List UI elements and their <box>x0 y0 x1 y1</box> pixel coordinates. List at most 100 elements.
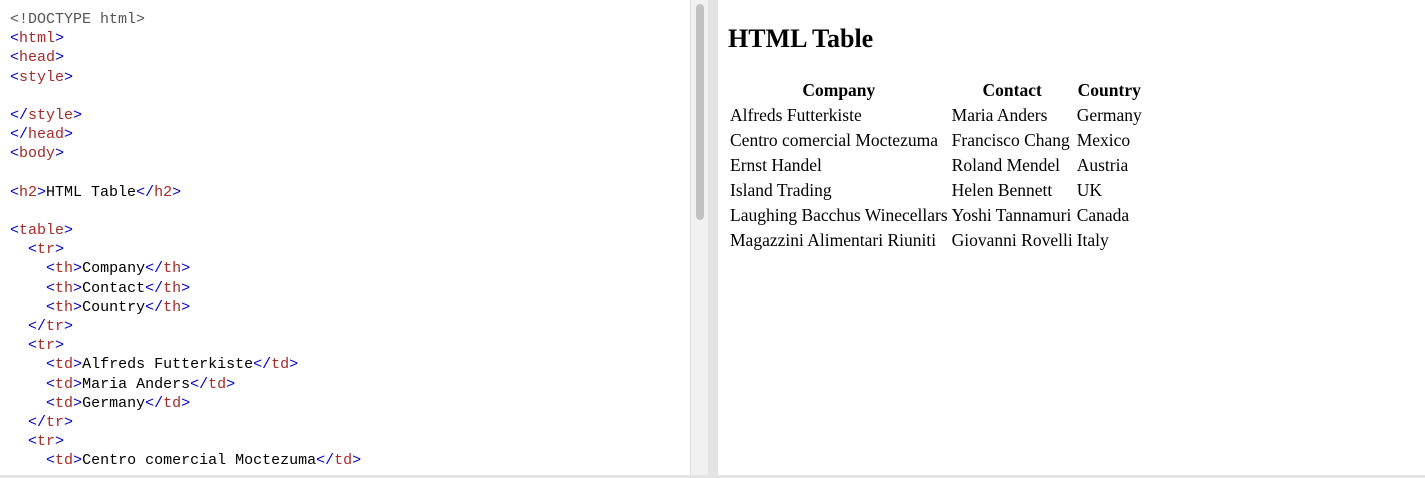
code-line <box>10 87 361 106</box>
code-token-text: Germany <box>82 394 146 412</box>
code-line: </style> <box>10 106 361 125</box>
code-token-tag: tr <box>37 433 56 451</box>
code-token-text <box>10 414 28 431</box>
code-token-tag: td <box>163 394 182 412</box>
code-token-tag: td <box>55 394 74 412</box>
code-line: </head> <box>10 125 361 144</box>
cell-contact: Roland Mendel <box>951 155 1061 175</box>
code-token-bracket: > <box>226 375 236 393</box>
code-token-bracket: > <box>55 433 65 451</box>
code-line: <head> <box>10 48 361 67</box>
code-token-bracket: < <box>10 49 20 67</box>
cell-country: Italy <box>1076 230 1109 250</box>
code-token-bracket: </ <box>10 126 29 144</box>
code-line: <th>Contact</th> <box>10 279 361 298</box>
code-text[interactable]: <!DOCTYPE html> <html> <head> <style> </styl… <box>10 10 361 471</box>
code-token-bracket: < <box>46 356 56 374</box>
code-token-tag: th <box>55 279 74 297</box>
code-token-tag: td <box>271 356 290 374</box>
code-token-bracket: </ <box>10 106 29 124</box>
code-token-text: Alfreds Futterkiste <box>82 356 254 374</box>
code-token-text <box>10 260 46 277</box>
table-row: Centro comercial Moctezuma Francisco Chan… <box>730 128 1144 153</box>
code-token-bracket: > <box>181 298 191 316</box>
code-token-bracket: < <box>28 433 38 451</box>
code-token-bracket: </ <box>145 298 164 316</box>
code-token-bracket: > <box>73 452 83 470</box>
cell-contact: Helen Bennett <box>951 180 1053 200</box>
cell-country: UK <box>1076 180 1102 200</box>
code-token-bracket: > <box>73 260 83 278</box>
code-line: <h2>HTML Table</h2> <box>10 183 361 202</box>
code-token-bracket: > <box>73 394 83 412</box>
code-token-text: Country <box>82 298 146 316</box>
code-token-tag: h2 <box>154 183 173 201</box>
code-token-text: Centro comercial Moctezuma <box>82 452 317 470</box>
code-line <box>10 164 361 183</box>
result-preview: HTML Table Company Contact Country Alfre… <box>718 0 1425 475</box>
code-token-tag: style <box>28 106 74 124</box>
code-token-bracket: < <box>10 68 20 86</box>
code-token-bracket: </ <box>145 279 164 297</box>
code-line: <tr> <box>10 336 361 355</box>
code-token-bracket: > <box>352 452 362 470</box>
code-token-text: Contact <box>82 279 146 297</box>
code-token-bracket: < <box>28 337 38 355</box>
code-token-tag: h2 <box>19 183 38 201</box>
scrollbar-thumb[interactable] <box>696 4 704 220</box>
code-line: <tr> <box>10 240 361 259</box>
code-token-tag: th <box>163 260 182 278</box>
code-token-bracket: </ <box>145 260 164 278</box>
code-token-tag: body <box>19 145 56 163</box>
code-token-bracket: </ <box>28 318 47 335</box>
code-token-bracket: > <box>73 356 83 374</box>
code-line: <body> <box>10 144 361 163</box>
code-line: <td>Alfreds Futterkiste</td> <box>10 355 361 374</box>
code-token-bracket: < <box>46 452 56 470</box>
code-line: <table> <box>10 221 361 240</box>
code-line: <tr> <box>10 432 361 451</box>
code-token-bracket: < <box>10 222 20 240</box>
code-token-bracket: > <box>64 222 74 240</box>
cell-contact: Francisco Chang <box>951 130 1070 150</box>
table-row: Ernst Handel Roland Mendel Austria <box>730 153 1144 178</box>
header-country: Country <box>1077 80 1141 100</box>
cell-country: Austria <box>1076 155 1129 175</box>
code-token-bracket: > <box>64 68 74 86</box>
code-editor[interactable]: <!DOCTYPE html> <html> <head> <style> </styl… <box>0 0 690 475</box>
code-token-bracket: > <box>73 279 83 297</box>
code-token-bracket: </ <box>190 375 209 393</box>
code-token-bracket: < <box>28 241 38 259</box>
code-token-bracket: > <box>73 375 83 393</box>
code-token-bracket: > <box>64 413 74 431</box>
pane-divider[interactable] <box>708 0 1093 478</box>
code-token-text: Maria Anders <box>82 375 191 393</box>
code-token-bracket: > <box>73 106 83 124</box>
code-token-bracket: </ <box>136 183 155 201</box>
code-token-text <box>10 241 28 258</box>
code-token-bracket: > <box>55 49 65 67</box>
code-token-tag: td <box>55 452 74 470</box>
table-header-row: Company Contact Country <box>730 78 1144 103</box>
code-token-tag: td <box>55 375 74 393</box>
cell-company: Island Trading <box>730 180 832 200</box>
code-token-tag: style <box>19 68 65 86</box>
code-token-text <box>10 376 46 393</box>
code-line: <th>Country</th> <box>10 298 361 317</box>
code-token-tag: tr <box>46 318 65 335</box>
code-token-tag: th <box>163 279 182 297</box>
code-token-bracket: </ <box>28 413 47 431</box>
code-token-bracket: > <box>289 356 299 374</box>
code-token-bracket: < <box>46 298 56 316</box>
code-token-bracket: > <box>73 298 83 316</box>
result-table: Company Contact Country Alfreds Futterki… <box>730 78 1144 253</box>
code-token-text <box>10 356 46 373</box>
code-token-tag: th <box>55 298 74 316</box>
code-line: <!DOCTYPE html> <box>10 10 361 29</box>
code-token-bracket: > <box>37 183 47 201</box>
editor-scrollbar[interactable] <box>690 0 708 475</box>
code-token-bracket: < <box>46 279 56 297</box>
cell-contact: Yoshi Tannamuri <box>951 205 1072 225</box>
code-token-tag: th <box>163 298 182 316</box>
code-line: <td>Centro comercial Moctezuma</td> <box>10 451 361 470</box>
